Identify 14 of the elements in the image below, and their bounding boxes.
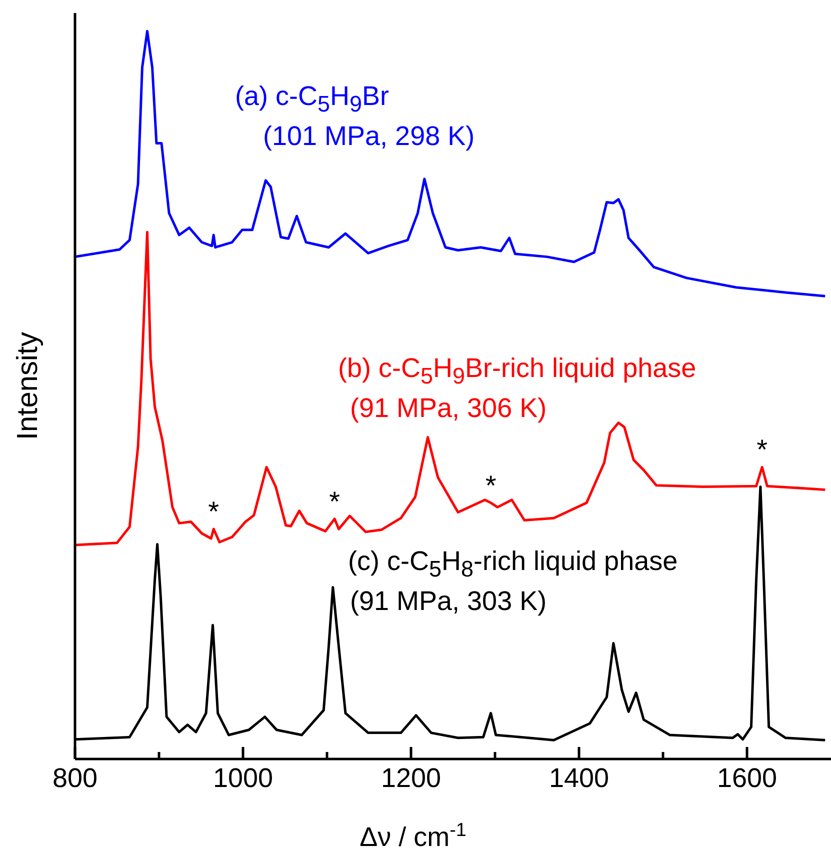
x-tick-label: 1200 (380, 763, 442, 793)
x-tick-label: 800 (52, 763, 98, 793)
x-tick-label: 1400 (548, 763, 610, 793)
annotation: * (208, 496, 220, 528)
x-axis-title: Δν / cm$^{-1}$ (360, 820, 466, 852)
annotation: * (485, 470, 496, 501)
series-label: (a) c-C$_{5}$H$_{9}$Br (101 MPa, 298 K) (235, 80, 475, 152)
x-tick-label: 1000 (212, 763, 274, 793)
series-label: (c) c-C$_{5}$H$_{8}$-rich liquid phase (91 MPa, 303 K) (348, 545, 678, 618)
text: (b) c-C$_{5}$H$_{9}$Br-rich liquid phase (91 MPa, 306 K) (338, 352, 696, 424)
annotation: * (329, 486, 340, 517)
y-axis-title: Intensity (12, 332, 44, 440)
x-tick-label: 1600 (716, 763, 778, 793)
annotation: * (756, 434, 768, 466)
